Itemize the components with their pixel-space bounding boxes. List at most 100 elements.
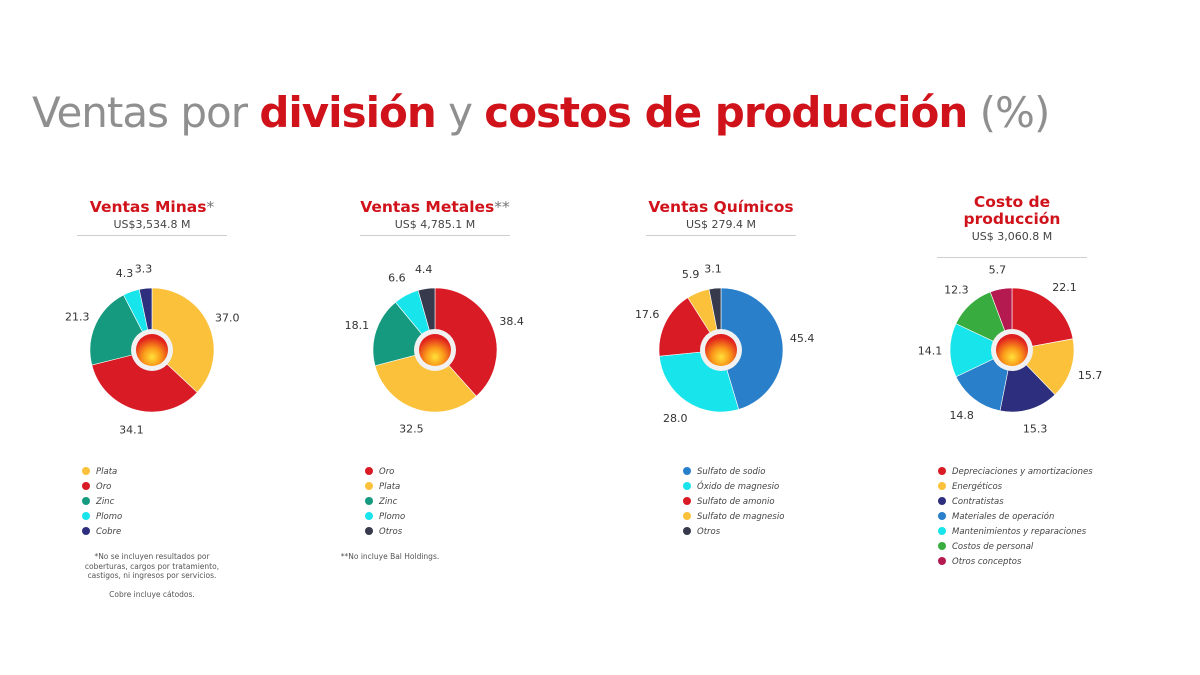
legend-label: Plomo	[379, 512, 406, 522]
chart-title: Ventas Químicos	[648, 198, 794, 216]
data-label-sulfato-de-sodio: 45.4	[790, 332, 815, 345]
legend-item-zinc: Zinc	[365, 495, 505, 510]
legend-swatch	[683, 482, 691, 490]
chart-legend: Sulfato de sodio Óxido de magnesio Sulfato…	[581, 465, 861, 540]
legend-label: Contratistas	[952, 497, 1004, 507]
pie-chart-ventas-quimicos: 45.4 28.0 17.6 5.9 3.1	[635, 262, 815, 425]
legend-item-materiales-de-operacion: Materiales de operación	[938, 510, 1088, 525]
chart-subtitle: US$ 3,060.8 M	[971, 230, 1053, 243]
data-label-zinc: 18.1	[345, 319, 370, 332]
data-label-oro: 34.1	[119, 423, 144, 436]
pie-slice-oro	[434, 287, 498, 397]
legend-label: Materiales de operación	[952, 512, 1055, 522]
chart-title: Ventas Minas*	[89, 198, 215, 216]
data-label-zinc: 21.3	[65, 310, 90, 323]
legend-swatch	[938, 482, 946, 490]
data-label-plata: 32.5	[399, 423, 424, 436]
data-label-plata: 37.0	[215, 311, 240, 324]
title-part-2: división	[259, 88, 436, 137]
data-label-depreciaciones-y-amortizaciones: 22.1	[1052, 281, 1077, 294]
legend-swatch	[365, 482, 373, 490]
divider	[77, 235, 227, 236]
legend-swatch	[683, 497, 691, 505]
pie-chart-costo-produccion: 22.1 15.7 15.3 14.8 14.1 12.3 5.7	[918, 263, 1103, 435]
legend-swatch	[683, 512, 691, 520]
chart-footnote: **No incluye Bal Holdings.	[340, 552, 440, 561]
chart-legend: Oro Plata Zinc Plomo Otros	[295, 465, 575, 540]
data-label-oxido-de-magnesio: 28.0	[663, 412, 688, 425]
data-label-mantenimientos-y-reparaciones: 14.1	[918, 344, 943, 357]
divider	[937, 257, 1087, 258]
donut-center-emblem	[136, 334, 168, 366]
title-part-3: y	[435, 88, 485, 137]
legend-swatch	[683, 467, 691, 475]
chart-legend: Depreciaciones y amortizaciones Energétic…	[872, 465, 1152, 570]
legend-swatch	[82, 482, 90, 490]
legend-item-contratistas: Contratistas	[938, 495, 1088, 510]
legend-item-oro: Oro	[365, 465, 505, 480]
legend-label: Oro	[379, 467, 395, 477]
data-label-energeticos: 15.7	[1078, 369, 1103, 382]
title-part-4: costos de producción	[484, 88, 968, 137]
chart-header: Ventas Metales** US$ 4,785.1 M	[295, 199, 575, 259]
legend-label: Depreciaciones y amortizaciones	[952, 467, 1093, 477]
pie-slice-mantenimientos-y-reparaciones	[949, 323, 1013, 378]
legend-label: Sulfato de magnesio	[697, 512, 785, 522]
data-label-costos-de-personal: 12.3	[944, 284, 969, 297]
data-label-materiales-de-operacion: 14.8	[949, 409, 974, 422]
legend-label: Otros	[697, 527, 721, 537]
legend-label: Plomo	[96, 512, 123, 522]
legend-item-oro: Oro	[82, 480, 222, 495]
legend-swatch	[82, 497, 90, 505]
pie-chart-ventas-metales: 38.4 32.5 18.1 6.6 4.4	[345, 263, 524, 436]
legend-label: Plata	[379, 482, 401, 492]
chart-header: Ventas Químicos US$ 279.4 M	[581, 199, 861, 259]
page-title: Ventas por división y costos de producci…	[32, 88, 1051, 137]
legend-label: Costos de personal	[952, 542, 1034, 552]
legend-item-sulfato-de-sodio: Sulfato de sodio	[683, 465, 813, 480]
legend-item-sulfato-de-magnesio: Sulfato de magnesio	[683, 510, 813, 525]
legend-label: Energéticos	[952, 482, 1003, 492]
legend-item-cobre: Cobre	[82, 525, 222, 540]
data-label-cobre: 3.3	[135, 262, 153, 275]
legend-swatch	[938, 542, 946, 550]
legend-label: Óxido de magnesio	[697, 482, 780, 492]
legend-item-otros: Otros	[365, 525, 505, 540]
data-label-otros: 3.1	[704, 262, 722, 275]
donut-center-emblem	[419, 334, 451, 366]
chart-legend: Plata Oro Zinc Plomo Cobre	[12, 465, 292, 540]
legend-swatch	[82, 467, 90, 475]
legend-item-otros-conceptos: Otros conceptos	[938, 555, 1088, 570]
legend-label: Otros conceptos	[952, 557, 1022, 567]
legend-label: Plata	[96, 467, 118, 477]
divider	[646, 235, 796, 236]
chart-subtitle: US$ 279.4 M	[685, 218, 756, 231]
chart-panel-ventas-quimicos: Ventas Químicos US$ 279.4 M 45.4 28.0 17.6…	[581, 190, 861, 538]
donut-center-emblem	[705, 334, 737, 366]
data-label-plomo: 6.6	[388, 271, 406, 284]
legend-label: Sulfato de sodio	[697, 467, 766, 477]
chart-header: Ventas Minas* US$3,534.8 M	[12, 199, 292, 259]
legend-swatch	[938, 527, 946, 535]
legend-item-depreciaciones-y-amortizaciones: Depreciaciones y amortizaciones	[938, 465, 1093, 480]
chart-subtitle: US$3,534.8 M	[113, 218, 191, 231]
legend-swatch	[82, 512, 90, 520]
legend-item-zinc: Zinc	[82, 495, 222, 510]
title-part-5: (%)	[967, 88, 1051, 137]
chart-title: Ventas Metales**	[360, 198, 510, 216]
legend-item-sulfato-de-amonio: Sulfato de amonio	[683, 495, 813, 510]
chart-panel-costo-produccion: Costo de producción US$ 3,060.8 M 22.1 15.…	[872, 190, 1152, 568]
legend-swatch	[82, 527, 90, 535]
pie-slice-plata	[374, 349, 477, 413]
legend-swatch	[938, 497, 946, 505]
legend-item-plata: Plata	[82, 465, 222, 480]
legend-label: Zinc	[96, 497, 115, 507]
legend-swatch	[365, 527, 373, 535]
legend-item-costos-de-personal: Costos de personal	[938, 540, 1088, 555]
legend-swatch	[365, 467, 373, 475]
data-label-sulfato-de-magnesio: 5.9	[682, 268, 700, 281]
data-label-plomo: 4.3	[116, 267, 134, 280]
legend-item-energeticos: Energéticos	[938, 480, 1088, 495]
chart-subtitle: US$ 4,785.1 M	[394, 218, 476, 231]
pie-slice-oro	[91, 349, 198, 413]
